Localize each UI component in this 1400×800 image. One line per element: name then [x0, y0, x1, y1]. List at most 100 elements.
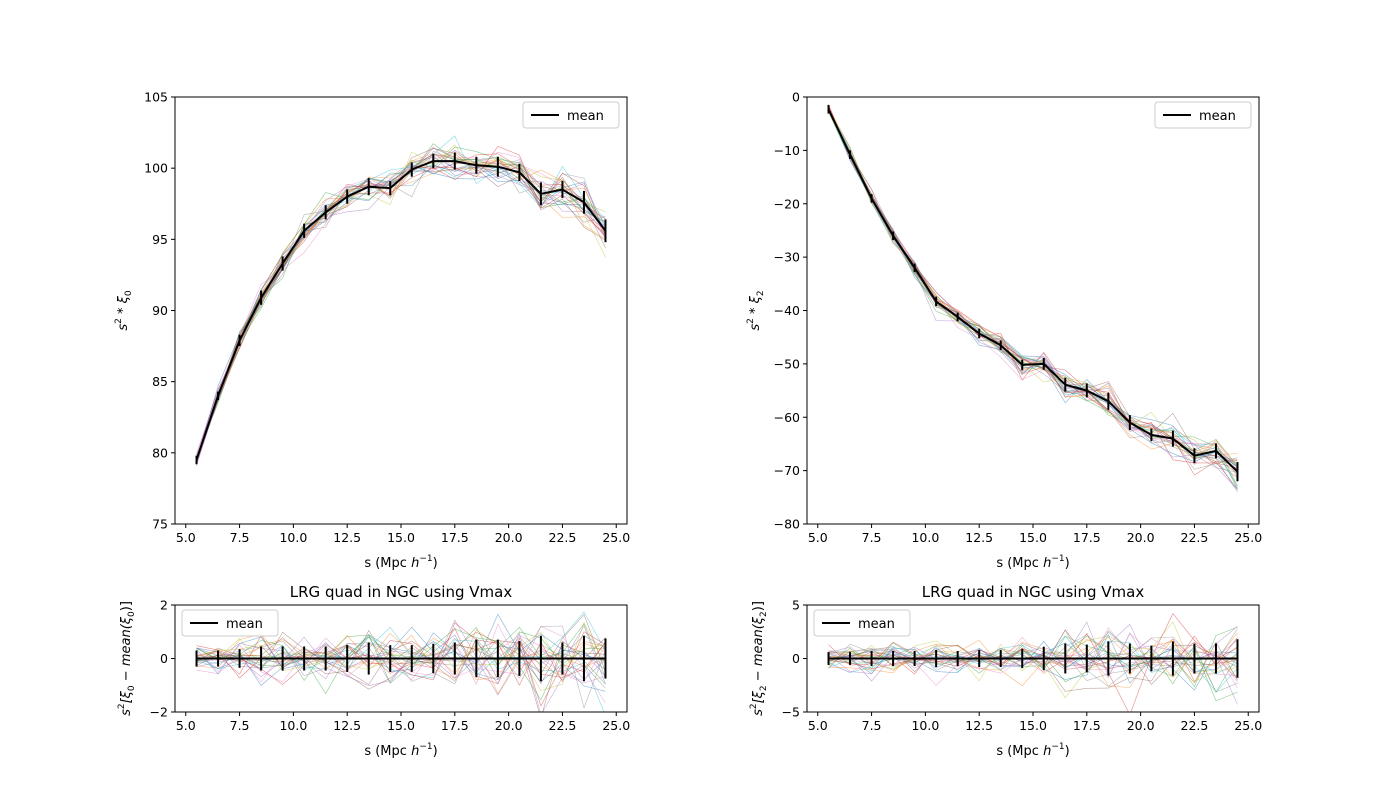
mock-line [196, 147, 606, 459]
mock-line [828, 111, 1238, 461]
mock-line [828, 106, 1238, 468]
mock-line [196, 165, 606, 460]
y-tick-label: 80 [152, 445, 168, 460]
mock-line [828, 632, 1238, 712]
x-tick-label: 15.0 [387, 718, 415, 733]
panel-3: 5.0 7.5 10.0 12.5 15.0 17.5 20.0 22.5 25.0 −2 0 2 s … [117, 583, 630, 759]
y-tick-label: −60 [774, 410, 800, 425]
mock-line [828, 630, 1238, 693]
x-tick-label: 25.0 [602, 530, 630, 545]
x-tick-label: 12.5 [965, 530, 993, 545]
y-tick-label: −70 [774, 463, 800, 478]
mean-line [195, 160, 607, 461]
y-tick-label: −10 [774, 143, 800, 158]
x-tick-label: 15.0 [1019, 718, 1047, 733]
x-tick-label: 10.0 [279, 530, 307, 545]
mock-line [828, 106, 1238, 490]
mock-line [828, 641, 1238, 688]
mock-line [196, 162, 606, 462]
axes-frame [806, 96, 1260, 525]
x-tick-label: 12.5 [333, 530, 361, 545]
y-tick-label: 95 [152, 232, 168, 247]
mock-line [828, 108, 1238, 464]
mock-line [828, 109, 1238, 473]
mock-line [196, 625, 606, 704]
x-tick-label: 17.5 [441, 718, 469, 733]
x-tick-label: 22.5 [1181, 718, 1209, 733]
mock-line [828, 640, 1238, 675]
y-axis-label: s2[ξ0 − mean(ξ0)] [117, 601, 137, 716]
mean-line [827, 108, 1239, 473]
mock-line [828, 632, 1238, 687]
chart-title: LRG quad in NGC using Vmax [922, 583, 1145, 601]
x-tick-label: 22.5 [1181, 530, 1209, 545]
mock-line [196, 635, 606, 679]
x-tick-label: 22.5 [549, 530, 577, 545]
mock-line [828, 106, 1238, 469]
y-tick-label: 90 [152, 303, 168, 318]
mock-line [196, 625, 606, 709]
mock-line [828, 109, 1238, 459]
x-tick-label: 7.5 [230, 718, 250, 733]
y-tick-label: −2 [150, 705, 168, 720]
x-tick-label: 20.0 [1127, 530, 1155, 545]
x-axis-label: s (Mpc h−1) [996, 554, 1069, 571]
x-tick-label: 20.0 [495, 530, 523, 545]
x-tick-label: 10.0 [279, 718, 307, 733]
panel-1: 5.0 7.5 10.0 12.5 15.0 17.5 20.0 22.5 25.0 75 80 85… [114, 90, 630, 572]
mock-line [828, 106, 1238, 472]
x-tick-label: 15.0 [1019, 530, 1047, 545]
mock-line [196, 626, 606, 686]
mock-line [828, 107, 1238, 490]
x-tick-label: 25.0 [602, 718, 630, 733]
y-tick-label: 100 [144, 161, 168, 176]
mock-line [828, 109, 1238, 478]
x-tick-label: 5.0 [808, 718, 828, 733]
mock-line [196, 625, 606, 696]
x-tick-label: 17.5 [441, 530, 469, 545]
x-tick-label: 25.0 [1234, 530, 1262, 545]
mock-line [828, 109, 1238, 488]
x-tick-label: 7.5 [862, 718, 882, 733]
y-tick-label: −50 [774, 356, 800, 371]
x-tick-label: 7.5 [862, 530, 882, 545]
mock-line [828, 108, 1238, 470]
y-tick-label: 0 [160, 651, 168, 666]
x-tick-label: 12.5 [965, 718, 993, 733]
mock-lines [828, 104, 1238, 493]
x-axis-label: s (Mpc h−1) [364, 742, 437, 759]
mock-line [828, 108, 1238, 493]
mock-line [828, 110, 1238, 487]
y-tick-label: −80 [774, 517, 800, 532]
y-tick-label: 105 [144, 90, 168, 105]
legend-label: mean [567, 109, 604, 124]
mock-line [828, 644, 1238, 692]
mock-line [828, 106, 1238, 478]
legend: mean [1154, 101, 1252, 129]
x-axis-label: s (Mpc h−1) [364, 554, 437, 571]
mock-line [828, 634, 1238, 684]
mock-line [828, 105, 1238, 476]
y-tick-label: 2 [160, 598, 168, 613]
x-tick-label: 7.5 [230, 530, 250, 545]
legend: mean [813, 609, 911, 637]
y-tick-label: −5 [782, 705, 800, 720]
legend-label: mean [226, 617, 263, 632]
axes-frame [174, 96, 628, 525]
x-tick-label: 10.0 [911, 530, 939, 545]
x-tick-label: 17.5 [1073, 530, 1101, 545]
mock-line [828, 633, 1238, 689]
mock-line [828, 638, 1238, 699]
x-tick-label: 10.0 [911, 718, 939, 733]
x-tick-label: 20.0 [495, 718, 523, 733]
mock-line [828, 107, 1238, 468]
chart-title: LRG quad in NGC using Vmax [290, 583, 513, 601]
x-axis-label: s (Mpc h−1) [996, 742, 1069, 759]
y-tick-label: 0 [792, 651, 800, 666]
mock-line [828, 108, 1238, 470]
mock-line [828, 108, 1238, 467]
x-tick-label: 5.0 [808, 530, 828, 545]
y-tick-label: 75 [152, 517, 168, 532]
mock-lines [196, 135, 606, 467]
y-tick-label: 0 [792, 90, 800, 105]
